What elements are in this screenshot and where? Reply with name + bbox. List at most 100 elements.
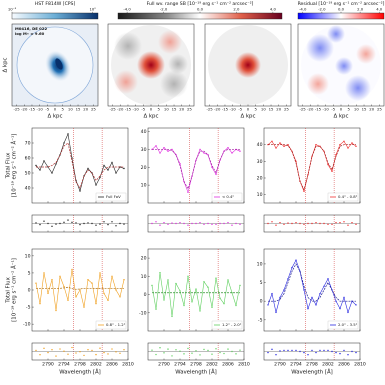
residual-point	[215, 348, 217, 350]
image-source	[137, 51, 165, 79]
x-tick-label: 15	[269, 107, 274, 112]
annotation: M0416, DE 022	[15, 26, 47, 31]
residual-point	[231, 224, 233, 226]
data-point	[239, 284, 241, 287]
residual-point	[155, 353, 157, 356]
residual-point	[75, 222, 77, 224]
residual-point	[95, 224, 97, 226]
data-point	[319, 293, 321, 295]
data-point	[283, 289, 285, 291]
x-tick-label: -20	[307, 107, 314, 112]
colorbar-tick-label: -2.0	[160, 7, 168, 12]
x-tick-label: 2798	[74, 362, 86, 368]
image-blob	[307, 73, 329, 95]
data-point	[211, 166, 213, 168]
data-point	[223, 302, 225, 305]
data-point	[51, 279, 53, 281]
residual-point	[107, 353, 109, 355]
data-point	[335, 300, 337, 302]
residual-point	[275, 353, 277, 356]
y-tick-label: -10	[139, 310, 147, 316]
data-point	[203, 281, 205, 283]
residual-point	[351, 350, 353, 353]
residual-point	[235, 353, 237, 355]
residual-point	[175, 349, 177, 351]
x-axis-label: Δ kpc	[48, 114, 63, 120]
data-point	[43, 272, 45, 274]
data-point	[159, 271, 161, 274]
residual-point	[35, 349, 37, 352]
x-tick-label: 2802	[206, 362, 218, 368]
x-tick-label: 10	[261, 107, 266, 112]
residual-point	[115, 225, 117, 227]
colorbar-tick-label: -4.0	[123, 7, 131, 12]
residual-point	[59, 348, 61, 350]
x-axis-label: Δ kpc	[241, 114, 256, 120]
y-tick-label: -5	[258, 317, 263, 323]
data-point	[91, 172, 93, 174]
data-point	[107, 169, 109, 171]
image-blob	[335, 57, 353, 75]
data-point	[79, 190, 81, 192]
residual-point	[63, 350, 65, 352]
residual-point	[323, 349, 325, 352]
x-tick-label: 5	[254, 107, 257, 112]
residual-point	[219, 222, 221, 225]
residual-point	[207, 222, 209, 225]
data-point	[211, 306, 213, 309]
residual-point	[115, 351, 117, 353]
annotation: log M⋆ = 9.60	[15, 31, 45, 36]
legend-label: Full FoV	[106, 194, 121, 199]
data-point	[311, 296, 313, 299]
residual-point	[187, 347, 189, 350]
residual-point	[271, 348, 273, 351]
data-point	[95, 184, 97, 186]
y-tick-label: 10	[141, 183, 147, 189]
data-point	[71, 268, 73, 271]
x-tick-label: 2798	[306, 362, 318, 368]
image-blob	[168, 54, 188, 74]
y-tick-label: 0	[260, 299, 263, 305]
x-tick-label: 10	[68, 107, 73, 112]
colorbar-title: HST F814W [CPS]	[35, 1, 76, 7]
residual-point	[355, 351, 357, 354]
x-tick-label: -10	[230, 107, 237, 112]
data-point	[87, 279, 89, 281]
y-tick-label: 40	[141, 129, 147, 135]
residual-point	[347, 224, 349, 226]
x-axis-label: Wavelength [Å]	[291, 369, 333, 376]
residual-point	[71, 346, 73, 349]
data-point	[303, 190, 305, 193]
x-tick-label: 25	[377, 107, 382, 112]
data-point	[295, 259, 297, 261]
data-point	[227, 146, 229, 149]
residual-point	[287, 222, 289, 224]
x-tick-label: 25	[284, 107, 289, 112]
data-point	[231, 152, 233, 154]
residual-point	[47, 351, 49, 354]
galaxy-core	[55, 58, 63, 70]
data-point	[323, 285, 325, 287]
residual-point	[235, 222, 237, 225]
colorbar	[11, 12, 99, 20]
data-point	[175, 282, 177, 285]
residual-point	[311, 349, 313, 352]
x-tick-label: -5	[331, 107, 335, 112]
x-tick-label: 2790	[158, 362, 170, 368]
data-point	[47, 292, 49, 295]
image	[205, 24, 291, 106]
residual-point	[227, 348, 229, 350]
x-tick-label: 0	[247, 107, 250, 112]
x-tick-label: 20	[276, 107, 281, 112]
model-line	[152, 149, 240, 190]
data-point	[215, 173, 217, 176]
residual-point	[51, 225, 53, 228]
residual-point	[195, 350, 197, 352]
x-tick-label: 2806	[222, 362, 234, 368]
x-tick-label: 25	[91, 107, 96, 112]
residual-point	[299, 350, 301, 353]
colorbar-tick-label: 2.0	[233, 7, 240, 12]
residual-point	[223, 352, 225, 355]
legend-label: 0.4" - 0.8"	[338, 194, 358, 199]
colorbar-title: Full wv. range SB [10⁻¹⁹ erg s⁻¹ cm⁻² ar…	[147, 1, 254, 7]
